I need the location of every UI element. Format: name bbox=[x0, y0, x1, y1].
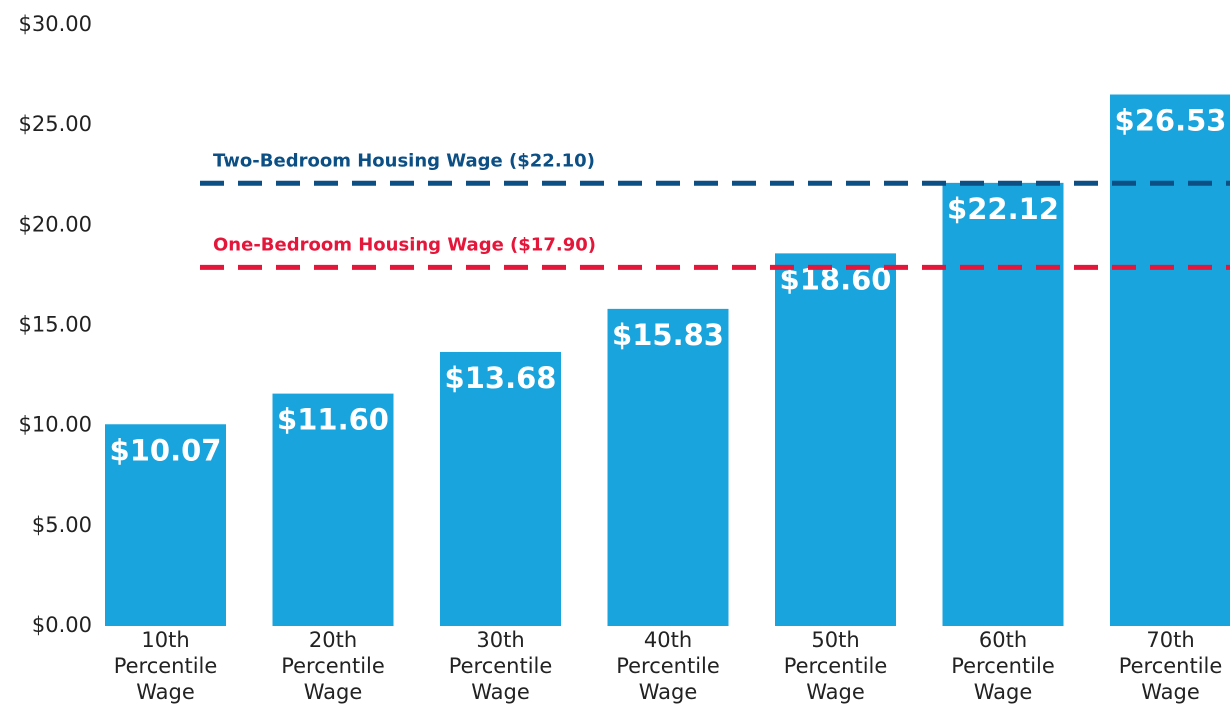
reference-label: One-Bedroom Housing Wage ($17.90) bbox=[213, 234, 596, 255]
x-tick-label-line: 30th bbox=[476, 628, 524, 652]
y-tick-label: $10.00 bbox=[19, 413, 92, 437]
y-tick-label: $20.00 bbox=[19, 212, 92, 236]
x-tick-label-line: 60th bbox=[979, 628, 1027, 652]
x-tick-label-line: Percentile bbox=[281, 654, 385, 678]
x-tick-label-line: Percentile bbox=[784, 654, 888, 678]
value-label: $13.68 bbox=[445, 361, 557, 395]
x-tick-label: 70th Percentile Wage bbox=[1119, 628, 1223, 704]
x-tick-label-line: Wage bbox=[471, 680, 530, 704]
x-tick-label-line: Wage bbox=[136, 680, 195, 704]
value-label: $26.53 bbox=[1115, 104, 1227, 138]
value-label: $22.12 bbox=[947, 192, 1059, 226]
bar bbox=[105, 424, 226, 626]
bar bbox=[942, 182, 1064, 626]
bar bbox=[440, 351, 561, 626]
x-tick-label-line: Wage bbox=[806, 680, 865, 704]
value-label: $11.60 bbox=[277, 403, 389, 437]
reference-label: Two-Bedroom Housing Wage ($22.10) bbox=[213, 150, 595, 171]
x-tick-label: 10th Percentile Wage bbox=[114, 628, 218, 704]
value-label: $10.07 bbox=[110, 433, 222, 467]
x-tick-label-line: Percentile bbox=[1119, 654, 1223, 678]
x-tick-label: 50th Percentile Wage bbox=[784, 628, 888, 704]
x-tick-label-line: 50th bbox=[811, 628, 859, 652]
x-tick-label-line: 70th bbox=[1146, 628, 1194, 652]
x-tick-label-line: Wage bbox=[974, 680, 1033, 704]
y-tick-label: $0.00 bbox=[32, 613, 92, 637]
value-label: $15.83 bbox=[612, 318, 724, 352]
bar bbox=[607, 308, 729, 626]
x-tick-label: 60th Percentile Wage bbox=[951, 628, 1055, 704]
x-tick-label-line: Wage bbox=[1141, 680, 1200, 704]
y-tick-label: $30.00 bbox=[19, 12, 92, 36]
x-tick-label-line: 10th bbox=[141, 628, 189, 652]
bar bbox=[1110, 94, 1230, 626]
x-tick-label-line: 40th bbox=[644, 628, 692, 652]
x-tick-label-line: Percentile bbox=[951, 654, 1055, 678]
x-tick-label-line: Wage bbox=[639, 680, 698, 704]
x-tick-label: 30th Percentile Wage bbox=[449, 628, 553, 704]
x-tick-label-line: Wage bbox=[304, 680, 363, 704]
x-tick-label: 40th Percentile Wage bbox=[616, 628, 720, 704]
x-tick-label: 20th Percentile Wage bbox=[281, 628, 385, 704]
y-tick-label: $5.00 bbox=[32, 513, 92, 537]
x-tick-label-line: Percentile bbox=[114, 654, 218, 678]
x-tick-label-line: Percentile bbox=[616, 654, 720, 678]
x-tick-label-line: Percentile bbox=[449, 654, 553, 678]
bar bbox=[272, 393, 394, 626]
bar bbox=[775, 253, 896, 626]
y-tick-label: $25.00 bbox=[19, 112, 92, 136]
value-label: $18.60 bbox=[780, 262, 892, 296]
x-tick-label-line: 20th bbox=[309, 628, 357, 652]
y-tick-label: $15.00 bbox=[19, 313, 92, 337]
